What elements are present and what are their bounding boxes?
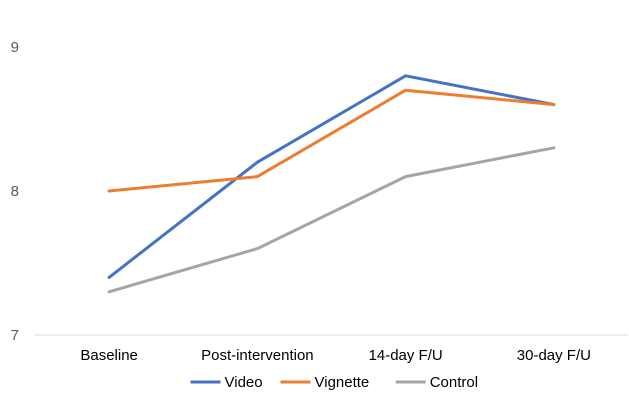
x-category-label: Baseline [80,347,138,364]
series-line-control [107,146,556,294]
legend: Video Vignette Control [190,374,478,391]
y-tick-label: 9 [11,39,19,56]
legend-label-video: Video [225,374,263,391]
x-category-label: 14-day F/U [369,347,443,364]
x-category-label: 30-day F/U [517,347,591,364]
series-line-video [107,74,556,279]
x-category-label: Post-intervention [201,347,314,364]
y-tick-label: 8 [11,183,19,200]
legend-label-control: Control [430,374,478,391]
series-line-vignette [107,88,556,193]
x-axis-categories: Baseline Post-intervention 14-day F/U 30-da… [80,347,591,364]
y-axis-ticks: 7 8 9 [11,39,19,344]
series-lines [107,74,556,294]
legend-label-vignette: Vignette [315,374,370,391]
y-tick-label: 7 [11,327,19,344]
